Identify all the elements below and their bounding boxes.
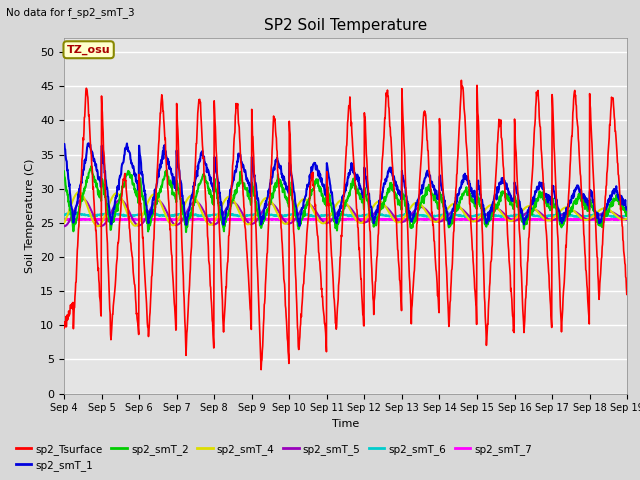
sp2_smT_4 <box>60 220 68 226</box>
sp2_smT_2 <box>623 210 630 216</box>
Line: sp2_smT_4: sp2_smT_4 <box>64 192 627 226</box>
sp2_smT_7 <box>508 216 515 222</box>
sp2_smT_6 <box>556 212 564 218</box>
sp2_smT_4 <box>249 217 257 223</box>
sp2_smT_5 <box>623 216 630 222</box>
sp2_smT_1 <box>84 141 93 146</box>
Title: SP2 Soil Temperature: SP2 Soil Temperature <box>264 18 428 33</box>
Line: sp2_smT_1: sp2_smT_1 <box>64 144 627 226</box>
Line: sp2_smT_6: sp2_smT_6 <box>64 213 627 217</box>
sp2_smT_1 <box>186 206 193 212</box>
sp2_smT_2 <box>182 229 190 235</box>
sp2_smT_6 <box>249 212 257 218</box>
sp2_smT_5 <box>60 223 68 229</box>
Legend: sp2_Tsurface, sp2_smT_1, sp2_smT_2, sp2_smT_4, sp2_smT_5, sp2_smT_6, sp2_smT_7: sp2_Tsurface, sp2_smT_1, sp2_smT_2, sp2_… <box>12 439 536 475</box>
sp2_smT_1 <box>60 141 68 147</box>
sp2_smT_7 <box>172 216 179 222</box>
sp2_smT_2 <box>508 200 515 205</box>
Text: No data for f_sp2_smT_3: No data for f_sp2_smT_3 <box>6 7 135 18</box>
sp2_smT_4 <box>94 223 102 229</box>
Y-axis label: Soil Temperature (C): Soil Temperature (C) <box>24 159 35 273</box>
sp2_Tsurface <box>60 325 68 331</box>
sp2_smT_4 <box>172 220 180 226</box>
sp2_smT_6 <box>186 211 193 216</box>
sp2_smT_4 <box>557 208 564 214</box>
sp2_smT_4 <box>186 193 194 199</box>
sp2_smT_7 <box>186 216 193 222</box>
sp2_smT_2 <box>186 213 194 218</box>
sp2_smT_6 <box>612 214 620 220</box>
sp2_smT_1 <box>508 193 515 199</box>
Line: sp2_smT_2: sp2_smT_2 <box>64 166 627 232</box>
sp2_smT_6 <box>60 212 68 218</box>
sp2_smT_2 <box>172 196 180 202</box>
sp2_smT_5 <box>433 218 441 224</box>
sp2_smT_5 <box>249 221 257 227</box>
sp2_smT_1 <box>172 182 180 188</box>
Text: TZ_osu: TZ_osu <box>67 45 111 55</box>
sp2_smT_6 <box>623 213 630 218</box>
sp2_smT_5 <box>556 213 564 219</box>
sp2_smT_5 <box>172 222 180 228</box>
sp2_smT_4 <box>508 218 515 224</box>
sp2_smT_1 <box>623 207 630 213</box>
sp2_smT_7 <box>60 216 68 222</box>
sp2_smT_5 <box>79 196 86 202</box>
sp2_smT_7 <box>623 216 630 222</box>
sp2_Tsurface <box>557 311 564 316</box>
sp2_smT_4 <box>75 189 83 195</box>
sp2_smT_1 <box>557 218 564 224</box>
sp2_smT_7 <box>248 217 256 223</box>
sp2_smT_4 <box>434 218 442 224</box>
sp2_smT_2 <box>434 204 442 209</box>
Line: sp2_Tsurface: sp2_Tsurface <box>64 80 627 370</box>
sp2_smT_4 <box>623 216 630 222</box>
sp2_Tsurface <box>508 286 515 291</box>
sp2_smT_7 <box>557 216 564 222</box>
sp2_smT_7 <box>444 217 452 223</box>
sp2_smT_2 <box>557 221 564 227</box>
sp2_smT_7 <box>433 216 441 222</box>
sp2_smT_1 <box>296 223 303 229</box>
sp2_Tsurface <box>248 116 256 121</box>
sp2_smT_5 <box>186 204 193 210</box>
sp2_Tsurface <box>623 291 630 297</box>
sp2_smT_6 <box>104 210 112 216</box>
sp2_smT_6 <box>507 213 515 219</box>
sp2_smT_1 <box>249 161 257 167</box>
sp2_Tsurface <box>433 281 441 287</box>
sp2_Tsurface <box>458 77 465 83</box>
sp2_Tsurface <box>172 318 179 324</box>
sp2_smT_1 <box>434 196 442 202</box>
sp2_smT_2 <box>249 184 257 190</box>
sp2_smT_2 <box>60 168 68 174</box>
sp2_smT_7 <box>305 216 313 222</box>
sp2_Tsurface <box>257 367 265 372</box>
sp2_smT_6 <box>172 212 180 218</box>
sp2_smT_2 <box>88 163 95 169</box>
sp2_smT_6 <box>433 213 441 218</box>
Line: sp2_smT_7: sp2_smT_7 <box>64 219 627 220</box>
sp2_smT_5 <box>507 217 515 223</box>
sp2_Tsurface <box>186 289 193 295</box>
Line: sp2_smT_5: sp2_smT_5 <box>64 199 627 226</box>
X-axis label: Time: Time <box>332 419 359 429</box>
